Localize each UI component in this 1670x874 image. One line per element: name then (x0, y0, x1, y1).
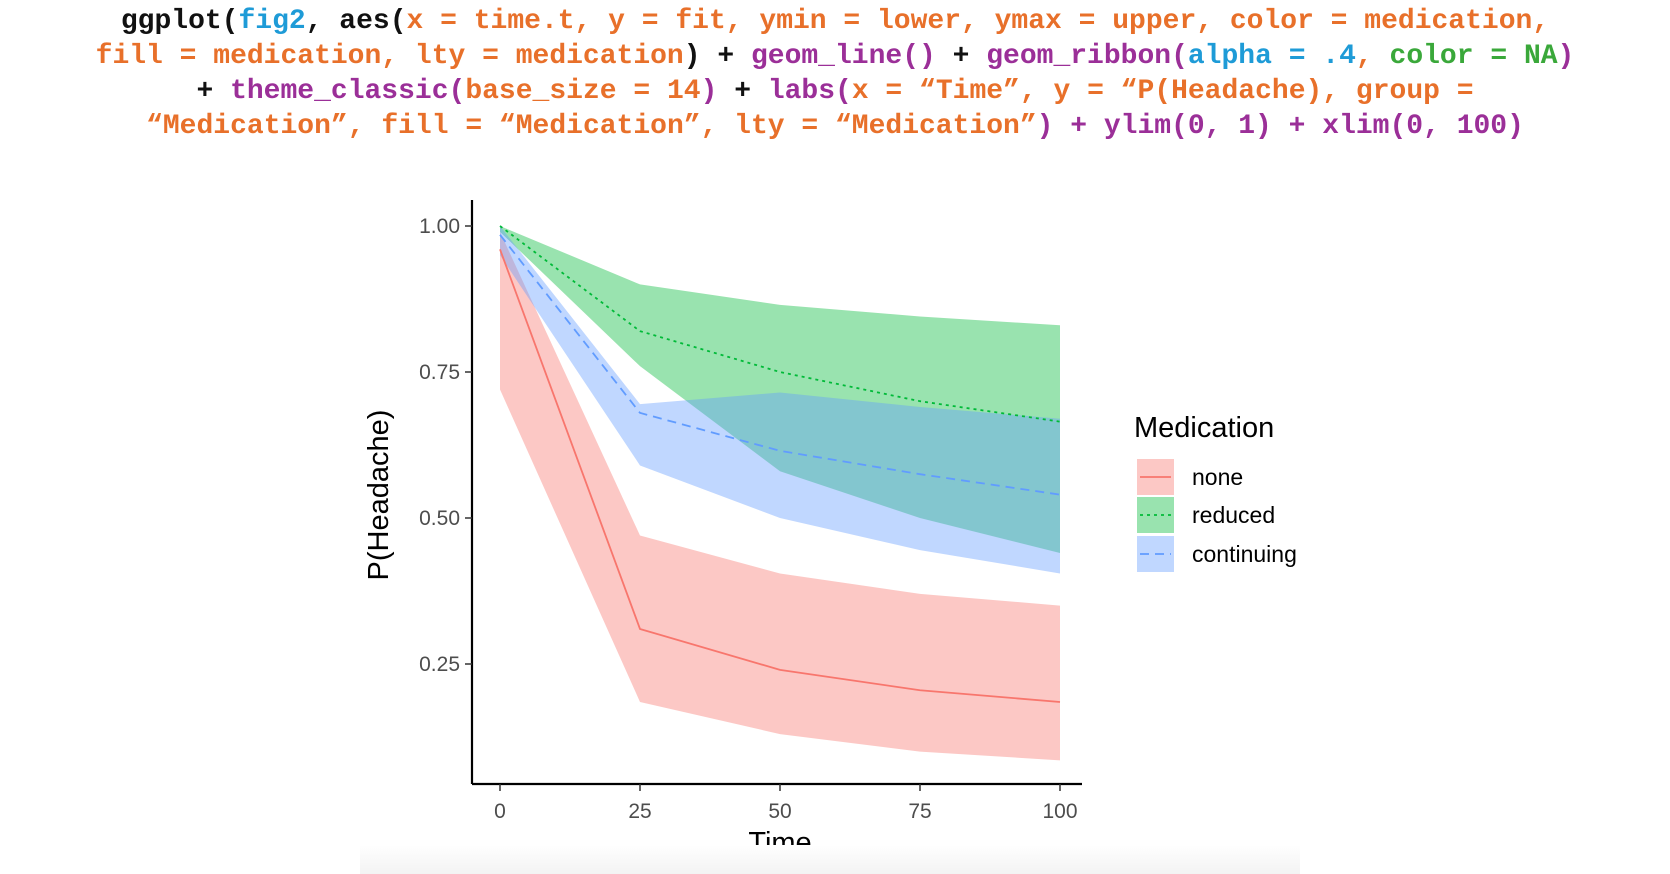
code-token: geom_ribbon( (986, 41, 1188, 72)
code-token: + (717, 76, 768, 107)
legend-label: continuing (1192, 541, 1297, 567)
confidence-ribbons (500, 226, 1060, 761)
code-token: ) (700, 76, 718, 107)
code-token: theme_classic( (230, 76, 466, 107)
line-reduced (499, 225, 1061, 423)
code-token: fill = medication, lty = medication (95, 41, 684, 72)
y-axis-title: P(Headache) (363, 410, 395, 581)
legend: Medication none reduced continuing (1134, 412, 1297, 572)
code-token: x = “Time”, y = “P(Headache), group = (851, 76, 1474, 107)
code-token: ggplot( (120, 6, 239, 37)
bottom-shadow (360, 845, 1300, 874)
code-snippet: ggplot(fig2, aes(x = time.t, y = fit, ym… (0, 4, 1670, 144)
code-token: ) (1557, 41, 1575, 72)
code-token: alpha = .4 (1187, 41, 1356, 72)
code-line: + theme_classic(base_size = 14) + labs(x… (0, 74, 1670, 109)
code-token: + (935, 41, 987, 72)
y-tick-label: 0.25 (419, 653, 460, 676)
line-none (499, 249, 1061, 703)
code-token: fig2 (238, 6, 306, 37)
x-tick-label: 50 (768, 800, 791, 823)
axes: 0 25 50 75 1000.250.500.751.00TimeP(Headache… (363, 200, 1082, 859)
code-token: ) + (683, 41, 751, 72)
line-continuing (499, 234, 1061, 496)
code-token: “Medication”, fill = “Medication”, lty =… (146, 111, 1037, 142)
code-token: geom_line() (750, 41, 936, 72)
code-token: + (196, 76, 231, 107)
code-token: x = time.t, y = fit, ymin = lower, ymax … (406, 6, 1550, 37)
ribbon-reduced (500, 226, 1060, 554)
legend-label: none (1192, 464, 1243, 490)
x-tick-label: 25 (628, 800, 651, 823)
code-token: base_size = 14 (465, 76, 701, 107)
x-tick-label: 75 (908, 800, 931, 823)
fit-lines (499, 225, 1061, 703)
code-token: ) + ylim(0, 1) + xlim(0, 100) (1036, 111, 1524, 142)
y-tick-label: 1.00 (419, 215, 460, 238)
y-tick-label: 0.50 (419, 507, 460, 530)
code-line: “Medication”, fill = “Medication”, lty =… (0, 109, 1670, 144)
legend-title: Medication (1134, 412, 1274, 444)
code-line: fill = medication, lty = medication) + g… (0, 39, 1670, 74)
code-token: , aes( (305, 6, 407, 37)
code-token: , (1355, 41, 1390, 72)
code-line: ggplot(fig2, aes(x = time.t, y = fit, ym… (0, 4, 1670, 39)
x-tick-label: 0 (494, 800, 506, 823)
ribbon-continuing (500, 226, 1060, 574)
code-token: labs( (767, 76, 852, 107)
code-token: color = NA (1389, 41, 1558, 72)
x-tick-label: 100 (1042, 800, 1077, 823)
legend-label: reduced (1192, 502, 1275, 528)
y-tick-label: 0.75 (419, 361, 460, 384)
